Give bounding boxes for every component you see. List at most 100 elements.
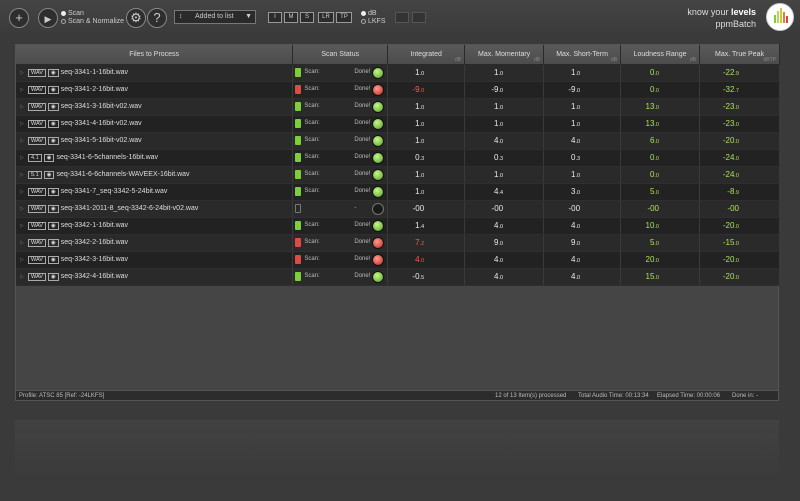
radio-scan[interactable] — [61, 10, 66, 16]
radio-db[interactable] — [361, 10, 366, 16]
value-cell-peak: -00 — [699, 200, 780, 218]
eye-icon[interactable]: ◉ — [47, 272, 59, 281]
file-cell[interactable]: ▷ 5.1 ◉ seq-3341-6-6channels-WAVEEX-16bit.w… — [16, 166, 294, 184]
eye-icon[interactable]: ◉ — [47, 204, 59, 213]
expand-triangle-icon[interactable]: ▷ — [20, 69, 24, 76]
format-badge: 5.1 — [28, 170, 42, 179]
table-row[interactable]: ▷ WAV ◉ seq-3341-4-16bit-v02.wav Scan: Done! 1… — [16, 115, 780, 133]
eye-icon[interactable]: ◉ — [47, 221, 59, 230]
meter-button-i[interactable]: I — [268, 12, 282, 23]
meter-button-m[interactable]: M — [284, 12, 298, 23]
file-cell[interactable]: ▷ 4.1 ◉ seq-3341-6-5channels-16bit.wav — [16, 149, 294, 167]
eye-icon[interactable]: ◉ — [47, 119, 59, 128]
scan-label: Scan: — [304, 153, 320, 160]
document-icon — [295, 237, 302, 247]
expand-triangle-icon[interactable]: ▷ — [20, 256, 24, 263]
scan-status-cell: Scan: Done! — [292, 183, 389, 201]
table-row[interactable]: ▷ WAV ◉ seq-3342-2-16bit.wav Scan: Done! 7.2 9.… — [16, 234, 780, 252]
table-row[interactable]: ▷ WAV ◉ seq-3341-2011-8_seq-3342-6-24bit-v0… — [16, 200, 780, 218]
meter-button-lr[interactable]: LR — [318, 12, 334, 23]
file-cell[interactable]: ▷ WAV ◉ seq-3342-2-16bit.wav — [16, 234, 294, 252]
expand-triangle-icon[interactable]: ▷ — [20, 273, 24, 280]
add-files-button[interactable]: + — [9, 8, 29, 28]
file-cell[interactable]: ▷ WAV ◉ seq-3342-4-16bit.wav — [16, 268, 294, 286]
table-row[interactable]: ▷ WAV ◉ seq-3341-1-16bit.wav Scan: Done! 1.0 1.… — [16, 64, 780, 82]
value-cell-peak: -20.0 — [699, 132, 780, 150]
table-row[interactable]: ▷ WAV ◉ seq-3342-1-16bit.wav Scan: Done! 1.4 4.… — [16, 217, 780, 235]
table-row[interactable]: ▷ 4.1 ◉ seq-3341-6-5channels-16bit.wav Scan:… — [16, 149, 780, 167]
eye-icon[interactable]: ◉ — [47, 136, 59, 145]
file-cell[interactable]: ▷ WAV ◉ seq-3342-1-16bit.wav — [16, 217, 294, 235]
table-row[interactable]: ▷ WAV ◉ seq-3341-7_seq-3342-5-24bit.wav Scan… — [16, 183, 780, 201]
expand-triangle-icon[interactable]: ▷ — [20, 205, 24, 212]
col-header-max-true-peak[interactable]: Max. True Peak dBTP — [699, 45, 780, 65]
scan-option[interactable]: Scan — [61, 10, 124, 18]
col-header-integrated[interactable]: Integrated dB — [387, 45, 466, 65]
eye-icon[interactable]: ◉ — [47, 68, 59, 77]
meter-button-s[interactable]: S — [300, 12, 314, 23]
file-cell[interactable]: ▷ WAV ◉ seq-3341-7_seq-3342-5-24bit.wav — [16, 183, 294, 201]
settings-button[interactable]: ⚙ — [126, 8, 146, 28]
table-row[interactable]: ▷ 5.1 ◉ seq-3341-6-6channels-WAVEEX-16bit.w… — [16, 166, 780, 184]
expand-triangle-icon[interactable]: ▷ — [20, 86, 24, 93]
eye-icon[interactable]: ◉ — [47, 85, 59, 94]
value-cell-integrated: 0.3 — [387, 149, 466, 167]
start-scan-button[interactable]: ▶ — [38, 8, 58, 28]
eye-icon[interactable]: ◉ — [47, 238, 59, 247]
eye-icon[interactable]: ◉ — [47, 187, 59, 196]
value-cell-range: 10.0 — [620, 217, 700, 235]
file-name: seq-3341-5-16bit-v02.wav — [60, 136, 142, 144]
table-row[interactable]: ▷ WAV ◉ seq-3341-2-16bit.wav Scan: Done! -9.0-… — [16, 81, 780, 99]
eye-icon[interactable]: ◉ — [43, 153, 55, 162]
plus-icon: + — [15, 10, 23, 25]
expand-triangle-icon[interactable]: ▷ — [20, 103, 24, 110]
eye-icon[interactable]: ◉ — [47, 102, 59, 111]
radio-lkfs[interactable] — [361, 18, 366, 24]
file-cell[interactable]: ▷ WAV ◉ seq-3341-3-16bit-v02.wav — [16, 98, 294, 116]
col-header-max-short-term[interactable]: Max. Short-Term dB — [543, 45, 622, 65]
status-light-icon — [372, 151, 385, 164]
status-light-icon — [372, 168, 385, 181]
value-cell-momentary: 4.0 — [464, 217, 545, 235]
document-icon — [295, 152, 302, 162]
done-label: Done! — [354, 170, 371, 177]
col-header-loudness-range[interactable]: Loudness Range dB — [620, 45, 700, 65]
file-cell[interactable]: ▷ WAV ◉ seq-3341-2-16bit.wav — [16, 81, 294, 99]
sort-combo[interactable]: ↕ Added to list ▼ — [174, 10, 256, 24]
format-badge: WAV — [28, 68, 46, 77]
expand-triangle-icon[interactable]: ▷ — [20, 137, 24, 144]
col-header-max-momentary[interactable]: Max. Momentary dB — [464, 45, 545, 65]
expand-triangle-icon[interactable]: ▷ — [20, 120, 24, 127]
file-cell[interactable]: ▷ WAV ◉ seq-3341-4-16bit-v02.wav — [16, 115, 294, 133]
table-row[interactable]: ▷ WAV ◉ seq-3341-3-16bit-v02.wav Scan: Done! 1… — [16, 98, 780, 116]
unit-lkfs-option[interactable]: LKFS — [361, 18, 386, 26]
scan-normalize-option[interactable]: Scan & Normalize — [61, 18, 124, 26]
file-cell[interactable]: ▷ WAV ◉ seq-3341-2011-8_seq-3342-6-24bit-v0… — [16, 200, 294, 218]
table-row[interactable]: ▷ WAV ◉ seq-3342-4-16bit.wav Scan: Done! -0.5 4… — [16, 268, 780, 286]
toolbar: + ▶ Scan Scan & Normalize ⚙ ? ↕ Added to… — [0, 0, 800, 36]
value-cell-range: 13.0 — [620, 98, 700, 116]
expand-triangle-icon[interactable]: ▷ — [20, 154, 24, 161]
table-row[interactable]: ▷ WAV ◉ seq-3341-5-16bit-v02.wav Scan: Done! 1… — [16, 132, 780, 150]
value-cell-range: 5.0 — [620, 234, 700, 252]
value-cell-peak: -15.0 — [699, 234, 780, 252]
expand-triangle-icon[interactable]: ▷ — [20, 171, 24, 178]
eye-icon[interactable]: ◉ — [47, 255, 59, 264]
file-cell[interactable]: ▷ WAV ◉ seq-3341-5-16bit-v02.wav — [16, 132, 294, 150]
value-cell-momentary: 9.0 — [464, 234, 545, 252]
expand-triangle-icon[interactable]: ▷ — [20, 239, 24, 246]
unit-db-option[interactable]: dB — [361, 10, 386, 18]
status-light-icon — [372, 185, 385, 198]
help-button[interactable]: ? — [147, 8, 167, 28]
meter-button-tp[interactable]: TP — [336, 12, 352, 23]
eye-icon[interactable]: ◉ — [43, 170, 55, 179]
col-header-scan-status[interactable]: Scan Status — [292, 45, 389, 65]
table-row[interactable]: ▷ WAV ◉ seq-3342-3-16bit.wav Scan: Done! 4.0 4.… — [16, 251, 780, 269]
file-cell[interactable]: ▷ WAV ◉ seq-3341-1-16bit.wav — [16, 64, 294, 82]
file-cell[interactable]: ▷ WAV ◉ seq-3342-3-16bit.wav — [16, 251, 294, 269]
col-header-files[interactable]: Files to Process — [16, 45, 294, 65]
expand-triangle-icon[interactable]: ▷ — [20, 188, 24, 195]
radio-scan-normalize[interactable] — [61, 18, 66, 24]
file-table: Files to Process Scan Status Integrated d… — [16, 45, 780, 286]
expand-triangle-icon[interactable]: ▷ — [20, 222, 24, 229]
